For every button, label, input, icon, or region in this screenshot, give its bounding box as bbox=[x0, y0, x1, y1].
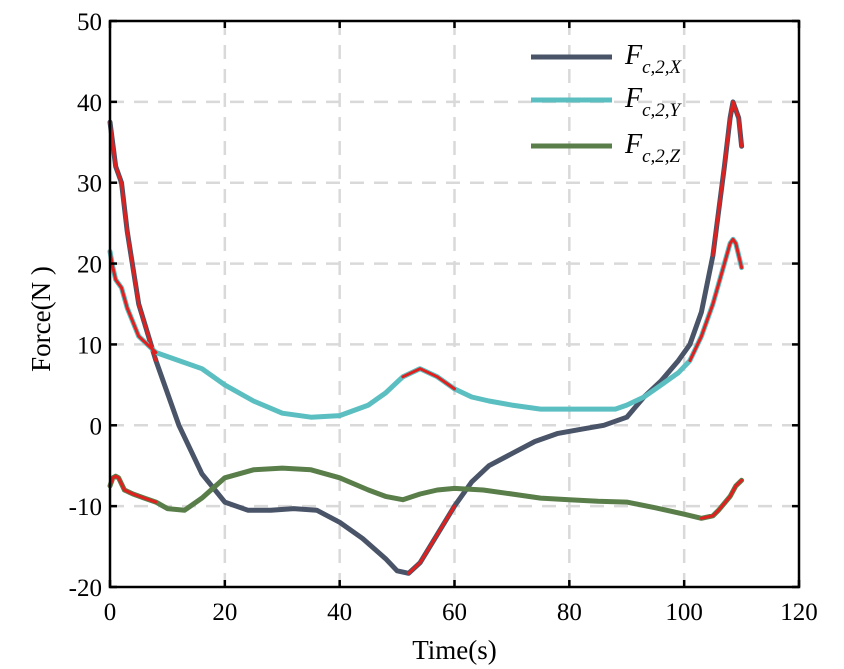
series-highlight-2 bbox=[688, 237, 744, 363]
x-axis-title: Time(s) bbox=[412, 635, 497, 665]
series-line-1 bbox=[107, 99, 745, 576]
series-line-2 bbox=[107, 236, 745, 420]
y-tick-label: 20 bbox=[77, 252, 102, 279]
series-highlight-1 bbox=[108, 120, 158, 363]
y-tick-label: 0 bbox=[90, 413, 103, 440]
x-tick-label: 40 bbox=[327, 599, 352, 626]
y-tick-label: 10 bbox=[77, 332, 102, 359]
series-highlight-3 bbox=[699, 478, 744, 520]
legend-label-3: Fc,2,Z bbox=[624, 129, 681, 167]
axis-ticks bbox=[108, 19, 801, 589]
series-highlight-1 bbox=[711, 100, 744, 257]
legend: Fc,2,X Fc,2,Y Fc,2,Z bbox=[531, 40, 683, 167]
legend-label-1: Fc,2,X bbox=[624, 40, 683, 78]
x-tick-label: 100 bbox=[665, 599, 703, 626]
x-tick-label: 0 bbox=[104, 599, 117, 626]
y-tick-label: 50 bbox=[77, 9, 102, 36]
x-tick-label: 20 bbox=[212, 599, 237, 626]
y-tick-label: -10 bbox=[69, 494, 102, 521]
x-tick-label: 120 bbox=[780, 599, 818, 626]
legend-label-2: Fc,2,Y bbox=[624, 83, 683, 121]
series-highlight-1 bbox=[407, 504, 456, 575]
series-highlight-3 bbox=[108, 474, 158, 504]
series-highlight-2 bbox=[401, 367, 456, 391]
series-layer bbox=[107, 99, 745, 576]
y-tick-label: 40 bbox=[77, 90, 102, 117]
x-tick-label: 60 bbox=[442, 599, 467, 626]
x-tick-labels: 0 20 40 60 80 100 120 bbox=[104, 599, 818, 626]
y-tick-label: 30 bbox=[77, 171, 102, 198]
x-tick-label: 80 bbox=[557, 599, 582, 626]
y-axis-title: Force(N ) bbox=[26, 266, 56, 372]
y-tick-labels: -20 -10 0 10 20 30 40 50 bbox=[69, 9, 102, 602]
y-tick-label: -20 bbox=[69, 575, 102, 602]
series-highlight-2 bbox=[108, 249, 158, 354]
